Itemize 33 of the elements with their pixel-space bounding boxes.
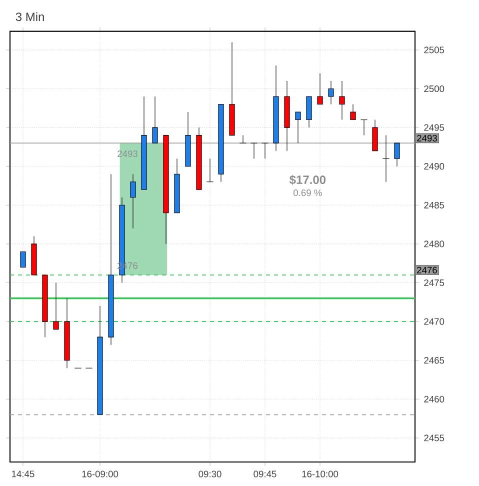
y-tick-label: 2485	[424, 202, 444, 208]
y-tick-label: 2500	[424, 85, 444, 92]
candlestick	[130, 174, 136, 229]
candlestick	[372, 120, 378, 152]
candlestick	[328, 80, 334, 105]
ref-line-label: 2476	[417, 266, 437, 274]
candlestick	[339, 80, 345, 120]
annotation: $17.00	[289, 175, 326, 185]
y-tick-label: 2465	[424, 357, 444, 364]
annotation: 0.69 %	[294, 190, 322, 196]
candlestick	[350, 104, 356, 120]
candlestick	[152, 96, 158, 144]
x-tick-label: 09:45	[254, 470, 276, 478]
chart-title: 3 Min	[16, 12, 44, 22]
y-tick-label: 2505	[424, 46, 444, 54]
x-tick-label: 09:30	[198, 470, 222, 478]
y-tick-label: 2475	[424, 279, 444, 286]
x-tick-label: 14:45	[12, 470, 34, 478]
y-tick-label: 2490	[424, 163, 444, 170]
candlestick	[295, 112, 301, 144]
y-tick-label: 2470	[424, 318, 444, 325]
candlestick	[317, 72, 323, 105]
candlestick	[53, 282, 59, 330]
candlestick	[306, 96, 312, 128]
y-tick-label: 2480	[424, 240, 444, 248]
candlestick	[20, 251, 26, 268]
ref-line-label: 2493	[417, 134, 437, 142]
y-tick-label: 2495	[424, 124, 444, 131]
y-tick-label: 2460	[424, 396, 444, 402]
candlestick	[394, 142, 400, 167]
x-tick-label: 16-10:00	[302, 470, 338, 478]
x-tick-label: 16-09:00	[82, 470, 118, 478]
y-tick-label: 2455	[424, 434, 444, 442]
